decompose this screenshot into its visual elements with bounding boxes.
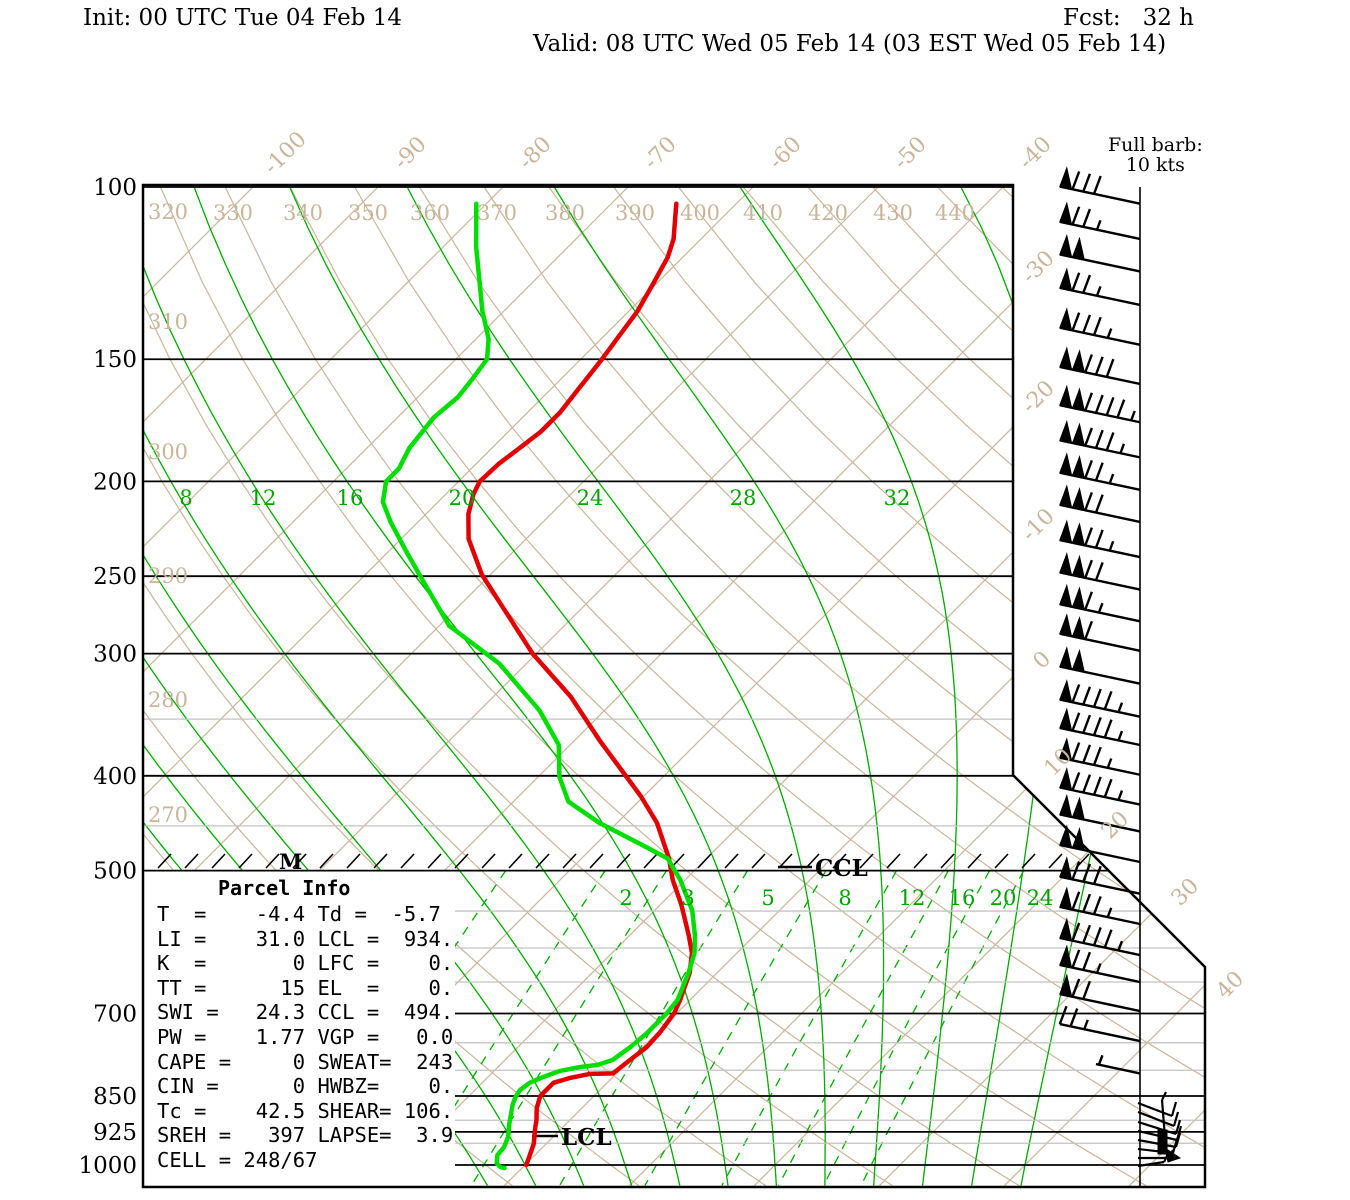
tick-label: 5 [761,886,774,910]
isotherm-top-labels: -100 -90 -80 -70 -60 -50 -40 [259,127,1057,180]
forecast-hour-label: Fcst: 32 h [1063,5,1194,31]
tick-label: 16 [337,486,364,510]
tick-label: 310 [148,310,188,334]
plot-border [141,183,1207,1189]
tick-label: 400 [680,201,720,225]
level-markers: CCL LCL [532,855,868,1151]
tick-label: 20 [449,486,476,510]
tick-label: 850 [93,1084,137,1110]
tick-label: 370 [477,201,517,225]
tick-label: 300 [93,642,137,668]
tick-label: 24 [1027,886,1054,910]
tick-label: 200 [93,469,137,495]
tick-label: 330 [213,201,253,225]
tick-label: 360 [410,201,450,225]
dewpoint-curve [380,201,698,1171]
dry-adiabat-labels: 330 340 350 360 370 380 390 400 410 420 430 440 270 2… [148,200,975,827]
tick-label: 430 [873,201,913,225]
pressure-major-gridlines [143,186,1205,1166]
tick-label: -60 [764,132,807,175]
temperature-curve [466,201,695,1168]
tick-label: 410 [743,201,783,225]
tick-label: 12 [899,886,926,910]
tick-label: 10 [1040,744,1077,781]
tick-label: 2 [619,886,632,910]
tick-label: 340 [283,201,323,225]
hatch-marks-500hPa [157,853,1090,869]
tick-label: 320 [148,200,188,224]
tick-label: 250 [93,564,137,590]
tick-label: 150 [93,347,137,373]
pressure-axis-labels: 100 150 200 250 300 400 500 700 850 925 1000 [78,175,137,1179]
parcel-info-box [144,871,455,1187]
tick-label: 700 [93,1002,137,1028]
tick-label: 3 [681,886,694,910]
tick-label: 925 [93,1120,137,1146]
tick-label: 400 [93,764,137,790]
tick-label: 28 [730,486,757,510]
parcel-info-title: Parcel Info [218,876,351,900]
tick-label: 12 [250,486,277,510]
lcl-label: LCL [561,1124,612,1151]
init-time-label: Init: 00 UTC Tue 04 Feb 14 [83,5,403,31]
tick-label: 0 [1029,647,1057,675]
tick-label: -20 [1017,376,1060,419]
m-marker: M [279,849,302,874]
mixing-ratio-labels: 2 3 5 8 12 16 20 24 [619,886,1053,910]
tick-label: 270 [148,803,188,827]
valid-time-label: Valid: 08 UTC Wed 05 Feb 14 (03 EST Wed … [533,31,1167,57]
moist-adiabat-labels: 8 12 16 20 24 28 32 [179,486,910,510]
parcel-info-text: T = -4.4 Td = -5.7 LI = 31.0 LCL = 934. … [157,902,454,1172]
tick-label: 20 [1097,807,1134,844]
tick-label: 300 [148,440,188,464]
tick-label: 1000 [78,1153,137,1179]
tick-label: 290 [148,564,188,588]
tick-label: 24 [577,486,604,510]
tick-label: 420 [808,201,848,225]
tick-label: 40 [1212,967,1249,1004]
wind-barb-legend: Full barb: 10 kts [1108,134,1203,176]
tick-label: -50 [889,132,932,175]
tick-label: 380 [545,201,585,225]
tick-label: 32 [884,486,911,510]
wind-barbs [1058,166,1183,1187]
tick-label: -10 [1017,504,1060,547]
tick-label: 100 [93,175,137,201]
tick-label: 280 [148,688,188,712]
tick-label: -40 [1014,132,1057,175]
tick-label: -30 [1017,246,1060,289]
tick-label: 350 [348,201,388,225]
tick-label: -70 [639,132,682,175]
tick-label: -100 [259,127,312,180]
ccl-label: CCL [815,855,868,882]
tick-label: 8 [179,486,192,510]
tick-label: 440 [935,201,975,225]
tick-label: 20 [990,886,1017,910]
tick-label: 30 [1167,874,1204,911]
tick-label: -90 [389,132,432,175]
tick-label: 8 [838,886,851,910]
tick-label: 16 [949,886,976,910]
tick-label: 500 [93,859,137,885]
tick-label: 390 [615,201,655,225]
tick-label: -80 [514,132,557,175]
